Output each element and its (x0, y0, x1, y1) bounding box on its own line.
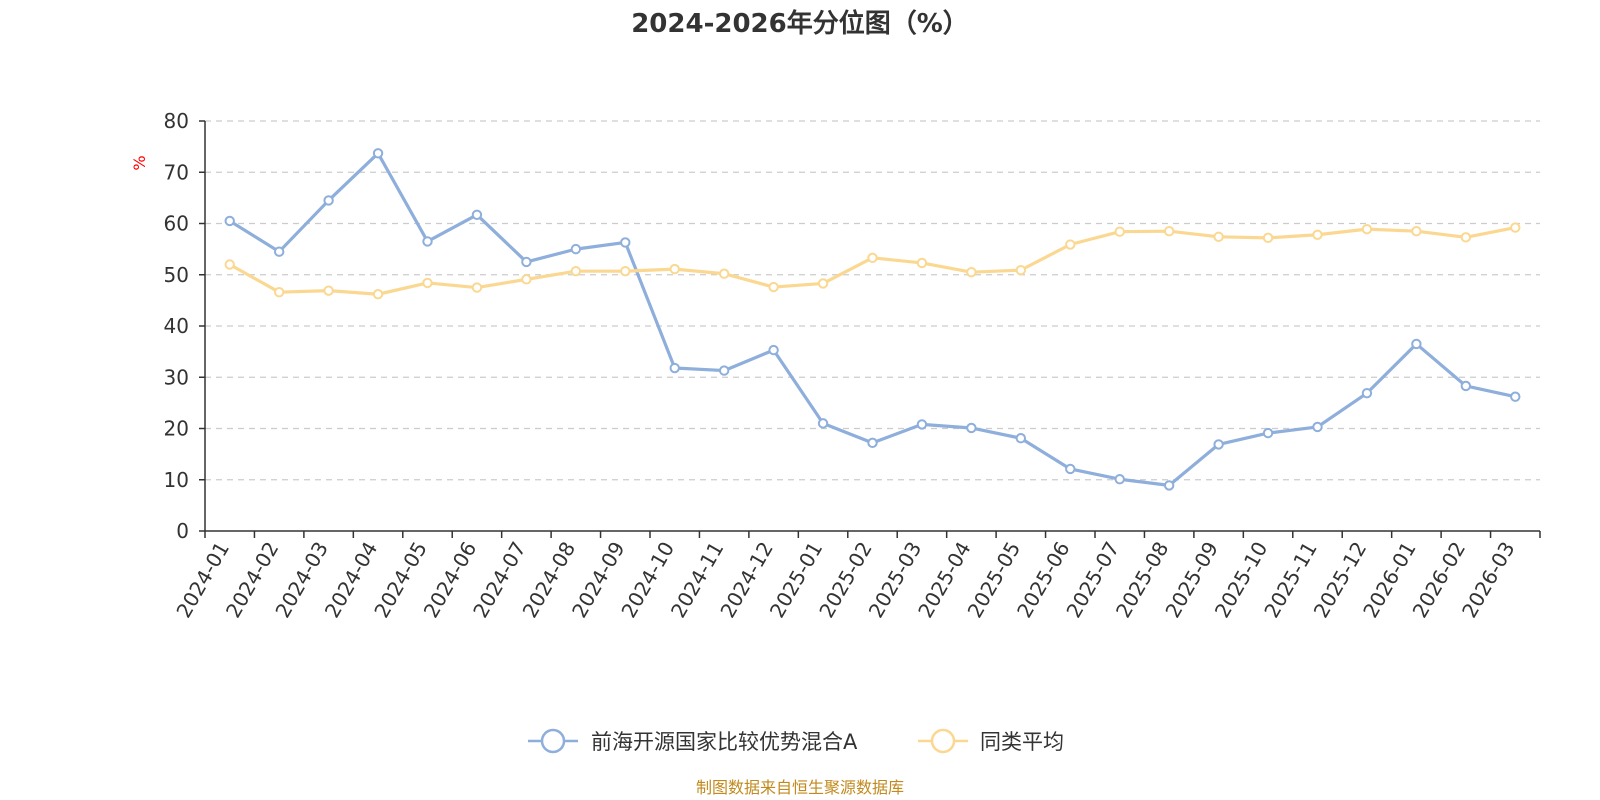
data-point[interactable] (570, 243, 582, 255)
data-point[interactable] (1163, 480, 1175, 491)
data-point[interactable] (1262, 427, 1274, 439)
data-point[interactable] (1163, 225, 1175, 237)
data-point[interactable] (471, 209, 483, 220)
data-point[interactable] (916, 419, 928, 430)
data-point[interactable] (1065, 463, 1076, 475)
data-point[interactable] (768, 281, 779, 293)
data-point[interactable] (1015, 433, 1027, 444)
data-point[interactable] (422, 277, 433, 289)
legend[interactable]: 前海开源国家比较优势混合A 同类平均 (528, 728, 1064, 754)
y-tick-label: 30 (164, 365, 189, 389)
legend-label: 同类平均 (980, 730, 1064, 754)
y-tick-label: 20 (164, 417, 189, 441)
y-tick-label: 10 (164, 468, 189, 492)
data-point[interactable] (323, 195, 334, 206)
data-point[interactable] (1015, 264, 1027, 276)
data-point[interactable] (471, 282, 483, 293)
series-1 (224, 222, 1521, 300)
data-point[interactable] (669, 263, 680, 275)
data-point[interactable] (521, 274, 532, 285)
x-axis-ticks: 2024-012024-022024-032024-042024-052024-… (171, 531, 1541, 622)
legend-item-0[interactable]: 前海开源国家比较优势混合A (528, 728, 858, 754)
data-point[interactable] (620, 265, 631, 277)
y-tick-label: 0 (176, 519, 189, 543)
y-axis-unit: % (130, 155, 149, 170)
data-point[interactable] (570, 265, 582, 277)
data-point[interactable] (1460, 232, 1472, 243)
gridlines (205, 120, 1540, 481)
data-point[interactable] (422, 236, 433, 247)
data-point[interactable] (966, 266, 977, 278)
data-point[interactable] (867, 437, 878, 449)
data-point[interactable] (1411, 225, 1422, 237)
legend-swatch-marker (540, 728, 566, 754)
data-point[interactable] (1312, 421, 1323, 433)
y-tick-label: 80 (164, 109, 189, 133)
data-point[interactable] (1213, 231, 1224, 243)
data-point[interactable] (1114, 474, 1125, 485)
data-point[interactable] (1114, 226, 1125, 237)
data-point[interactable] (224, 259, 235, 270)
legend-item-1[interactable]: 同类平均 (918, 728, 1064, 754)
chart-title: 2024-2026年分位图（%） (631, 8, 969, 39)
data-point[interactable] (620, 237, 631, 248)
series-0 (224, 148, 1521, 491)
data-point[interactable] (273, 246, 285, 257)
series-lines (224, 148, 1521, 491)
y-tick-label: 60 (164, 212, 189, 236)
data-point[interactable] (372, 289, 384, 300)
y-tick-label: 40 (164, 314, 189, 338)
data-point[interactable] (817, 418, 829, 429)
data-point[interactable] (669, 362, 680, 374)
data-point[interactable] (1065, 239, 1076, 250)
data-point[interactable] (372, 148, 384, 159)
data-point[interactable] (1510, 391, 1521, 402)
series-line (228, 151, 1517, 487)
data-point[interactable] (1510, 222, 1521, 233)
data-point[interactable] (1361, 223, 1373, 235)
data-point[interactable] (867, 252, 878, 264)
data-point[interactable] (273, 286, 285, 298)
data-point[interactable] (1411, 338, 1422, 350)
data-point[interactable] (1312, 229, 1323, 240)
data-point[interactable] (521, 256, 532, 268)
legend-swatch-marker (930, 728, 956, 754)
data-point[interactable] (1361, 387, 1373, 399)
data-point[interactable] (768, 344, 779, 356)
data-point[interactable] (1460, 380, 1472, 392)
y-tick-label: 50 (164, 263, 189, 287)
y-tick-label: 70 (164, 160, 189, 184)
data-point[interactable] (224, 215, 235, 227)
y-axis-ticks: 0 10 20 30 40 50 60 70 80 (164, 109, 205, 543)
data-point[interactable] (966, 422, 977, 434)
data-point[interactable] (718, 268, 730, 279)
data-point[interactable] (1213, 439, 1224, 450)
data-point[interactable] (817, 278, 829, 289)
data-point[interactable] (718, 365, 730, 376)
data-point[interactable] (323, 285, 334, 296)
data-point[interactable] (1262, 232, 1274, 244)
legend-label: 前海开源国家比较优势混合A (591, 730, 858, 754)
source-note: 制图数据来自恒生聚源数据库 (696, 778, 904, 797)
data-point[interactable] (916, 257, 928, 269)
